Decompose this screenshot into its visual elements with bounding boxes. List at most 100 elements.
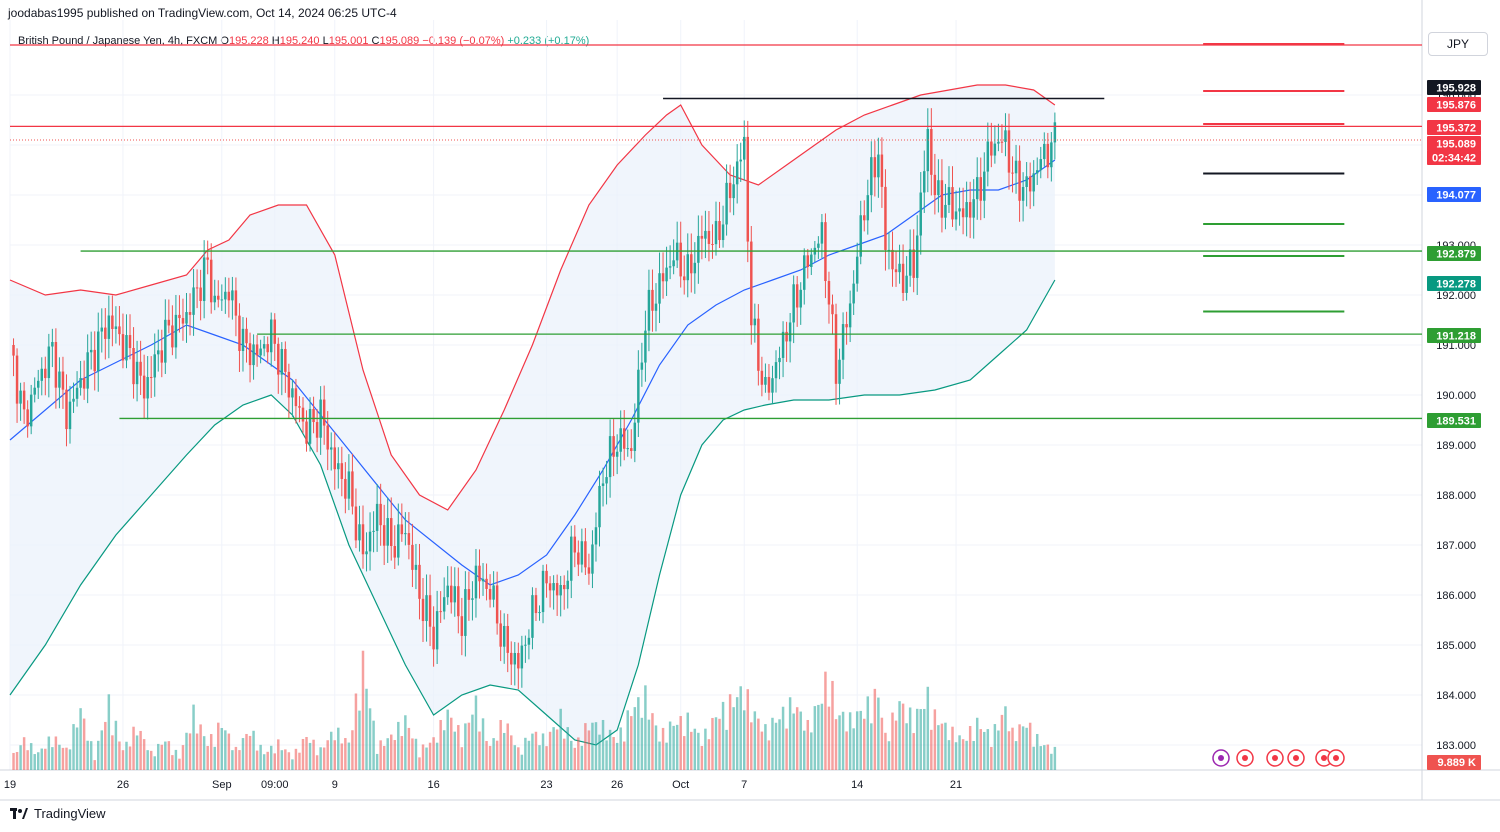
candle-body <box>1000 141 1004 143</box>
candle-body <box>704 230 707 239</box>
volume-bar <box>464 723 467 770</box>
y-tick-label: 189.000 <box>1436 440 1476 452</box>
candle-body <box>446 585 449 598</box>
volume-bar <box>580 745 584 770</box>
candle-body <box>644 330 647 363</box>
candle-body <box>241 328 245 351</box>
currency-button[interactable]: JPY <box>1428 32 1488 56</box>
volume-bar <box>22 737 26 770</box>
volume-bar <box>598 734 601 770</box>
candle-body <box>262 344 266 349</box>
horizontal-levels <box>10 43 1422 420</box>
volume-bar <box>322 747 326 770</box>
volume-bar <box>785 728 788 770</box>
candle-body <box>665 267 668 282</box>
volume-bar <box>700 745 704 770</box>
volume-bar <box>301 738 305 770</box>
candle-body <box>686 254 689 281</box>
candle-body <box>771 378 774 393</box>
volume-bar <box>407 727 411 770</box>
volume-bar <box>774 722 778 770</box>
volume-bar <box>51 747 54 770</box>
volume-bar <box>961 739 965 770</box>
close-value: 195.089 <box>379 35 420 47</box>
volume-bar <box>202 736 206 770</box>
volume-bar <box>217 722 220 770</box>
candle-body <box>552 583 555 591</box>
candle-body <box>273 319 276 344</box>
volume-bar <box>937 725 940 770</box>
volume-bar <box>979 729 982 770</box>
candle-body <box>104 327 107 339</box>
candle-body <box>460 616 464 636</box>
candle-body <box>923 171 926 193</box>
candle-body <box>743 136 746 160</box>
footer: TradingView <box>10 806 106 821</box>
volume-bar <box>824 671 827 770</box>
volume-bar <box>439 719 442 770</box>
candle-body <box>255 344 259 356</box>
candle-body <box>397 524 400 558</box>
candle-body <box>1004 130 1007 142</box>
volume-bar <box>305 736 308 770</box>
volume-bar <box>390 734 393 770</box>
candle-body <box>153 354 156 378</box>
candle-body <box>132 348 135 385</box>
candle-body <box>142 375 146 399</box>
volume-bar <box>192 704 195 770</box>
volume-bar <box>912 733 915 770</box>
price-badge-label: 02:34:42 <box>1432 153 1476 165</box>
candle-body <box>61 371 65 390</box>
price-badge <box>1427 150 1481 165</box>
candle-body <box>541 570 545 613</box>
candle-body <box>209 259 213 303</box>
candle-body <box>555 583 559 596</box>
candle-body <box>880 154 884 187</box>
volume-bar <box>37 752 40 770</box>
candle-body <box>792 284 795 323</box>
candle-body <box>47 346 51 379</box>
volume-bar <box>495 740 499 770</box>
volume-bar <box>534 731 538 770</box>
candle-body <box>958 208 961 212</box>
volume-bar <box>622 741 626 770</box>
volume-bar <box>418 757 421 770</box>
volume-bar <box>435 742 439 770</box>
volume-bar <box>757 718 760 770</box>
volume-bar <box>12 752 15 770</box>
price-badge-label: 189.531 <box>1436 416 1476 428</box>
candle-body <box>580 541 584 565</box>
volume-bar <box>510 735 513 770</box>
volume-bar <box>329 731 333 770</box>
price-badge-label: 195.928 <box>1436 83 1476 95</box>
volume-bar <box>361 650 365 770</box>
volume-bar <box>266 751 269 770</box>
volume-bar <box>711 717 714 770</box>
volume-bar <box>1025 727 1028 770</box>
volume-bar <box>252 730 255 770</box>
volume-bar <box>421 744 425 770</box>
publisher-line: joodabas1995 published on TradingView.co… <box>8 6 397 20</box>
volume-bar <box>294 748 298 770</box>
candle-body <box>1043 143 1046 160</box>
candle-body <box>870 157 873 196</box>
candle-body <box>372 530 375 532</box>
volume-bar <box>559 708 562 770</box>
candle-body <box>29 394 33 427</box>
candle-body <box>195 287 199 289</box>
volume-bar <box>810 732 813 770</box>
volume-bar <box>351 730 354 770</box>
candle-body <box>351 471 354 507</box>
candle-body <box>315 422 319 438</box>
candle-body <box>146 377 149 399</box>
candle-body <box>947 187 951 205</box>
candle-body <box>294 388 298 407</box>
volume-bar <box>65 747 68 770</box>
candle-body <box>884 186 887 250</box>
volume-bar <box>442 730 446 770</box>
candle-body <box>838 359 841 384</box>
candle-body <box>329 447 333 450</box>
candle-body <box>492 585 495 600</box>
volume-bar <box>633 707 637 770</box>
